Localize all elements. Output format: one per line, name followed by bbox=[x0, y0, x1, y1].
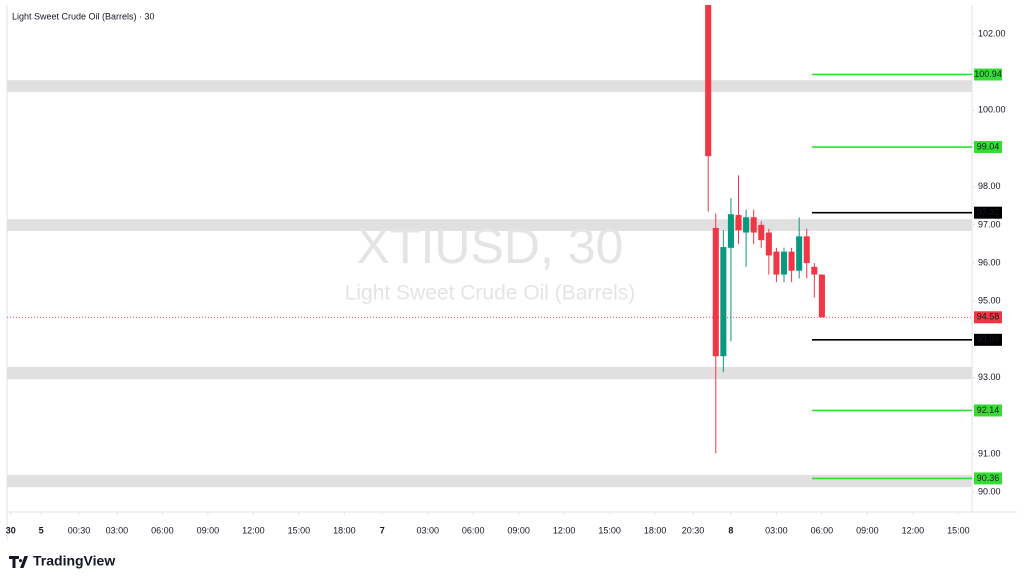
candle bbox=[803, 228, 810, 279]
x-tick-label: 5 bbox=[39, 525, 44, 535]
candle bbox=[712, 213, 719, 454]
level-box bbox=[974, 333, 1002, 346]
candle-body bbox=[803, 236, 810, 264]
candle bbox=[720, 230, 727, 373]
x-tick-label: 03:00 bbox=[765, 525, 788, 535]
level-label: 97.32 bbox=[977, 207, 1000, 217]
x-tick-label: 06:00 bbox=[151, 525, 174, 535]
candle-body bbox=[750, 217, 757, 233]
level-label: 90.36 bbox=[977, 473, 1000, 483]
brand: TradingView bbox=[33, 553, 115, 569]
x-tick-label: 18:00 bbox=[644, 525, 667, 535]
candle-body bbox=[765, 232, 772, 256]
level-label: 93.99 bbox=[977, 334, 1000, 344]
candle bbox=[773, 247, 780, 283]
candle bbox=[818, 274, 825, 318]
level-label: 100.94 bbox=[974, 69, 1002, 79]
x-tick-label: 15:00 bbox=[947, 525, 970, 535]
candle bbox=[788, 247, 795, 283]
candle bbox=[758, 221, 765, 248]
candle-body bbox=[705, 5, 712, 157]
y-tick-label: 91.00 bbox=[978, 448, 1001, 458]
watermark-name: Light Sweet Crude Oil (Barrels) bbox=[345, 282, 636, 305]
level-box bbox=[974, 68, 1002, 81]
zone bbox=[7, 366, 972, 380]
x-tick-label: 09:00 bbox=[507, 525, 530, 535]
candle-body bbox=[735, 214, 742, 231]
candle bbox=[811, 263, 818, 298]
y-tick-label: 98.00 bbox=[978, 181, 1001, 191]
zone bbox=[7, 80, 972, 93]
candle-body bbox=[743, 217, 750, 233]
level-label: 92.14 bbox=[977, 405, 1000, 415]
y-tick-label: 96.00 bbox=[978, 257, 1001, 267]
y-tick-label: 93.00 bbox=[978, 372, 1001, 382]
y-tick-label: 102.00 bbox=[978, 28, 1006, 38]
x-tick-label: 03:00 bbox=[106, 525, 129, 535]
zone bbox=[7, 474, 972, 488]
candle-body bbox=[712, 227, 719, 357]
level-box bbox=[974, 472, 1002, 485]
x-tick-label: 15:00 bbox=[288, 525, 311, 535]
candle bbox=[780, 247, 788, 283]
x-tick-label: 7 bbox=[380, 525, 385, 535]
level-box bbox=[974, 404, 1002, 417]
x-tick-label: 09:00 bbox=[856, 525, 879, 535]
candle-body bbox=[780, 251, 788, 275]
candle bbox=[743, 209, 750, 267]
y-tick-label: 95.00 bbox=[978, 296, 1001, 306]
level-box bbox=[974, 141, 1002, 154]
x-tick-label: 30 bbox=[6, 525, 16, 535]
candle-body bbox=[818, 274, 825, 318]
x-tick-label: 09:00 bbox=[197, 525, 220, 535]
candle bbox=[735, 175, 742, 244]
level-label: 99.04 bbox=[977, 141, 1000, 151]
x-tick-label: 20:30 bbox=[682, 525, 705, 535]
x-tick-label: 12:00 bbox=[242, 525, 265, 535]
zone bbox=[7, 219, 972, 232]
candle-body bbox=[773, 251, 780, 275]
x-tick-label: 12:00 bbox=[553, 525, 576, 535]
y-tick-label: 100.00 bbox=[978, 105, 1006, 115]
zones bbox=[7, 80, 972, 488]
candle-body bbox=[720, 247, 727, 357]
candle-body bbox=[788, 251, 795, 271]
last-price-box bbox=[974, 311, 1002, 324]
watermark-symbol: XTIUSD, 30 bbox=[357, 218, 624, 274]
x-tick-label: 15:00 bbox=[598, 525, 621, 535]
candle-body bbox=[758, 224, 765, 241]
x-tick-label: 06:00 bbox=[462, 525, 485, 535]
x-tick-label: 03:00 bbox=[416, 525, 439, 535]
y-tick-label: 97.00 bbox=[978, 219, 1001, 229]
last-price-label: 94.58 bbox=[977, 312, 1000, 322]
logo: TradingView bbox=[9, 553, 115, 569]
x-tick-label: 12:00 bbox=[902, 525, 925, 535]
chart-title: Light Sweet Crude Oil (Barrels) · 30 bbox=[12, 11, 155, 21]
candle bbox=[796, 217, 803, 279]
candle-body bbox=[796, 236, 803, 271]
x-tick-label: 06:00 bbox=[811, 525, 834, 535]
candle-body bbox=[811, 266, 818, 275]
x-tick-label: 8 bbox=[728, 525, 733, 535]
x-tick-label: 00:30 bbox=[68, 525, 91, 535]
x-tick-label: 18:00 bbox=[333, 525, 356, 535]
y-tick-label: 90.00 bbox=[978, 487, 1001, 497]
candle bbox=[765, 228, 772, 275]
candle-body bbox=[727, 214, 734, 248]
level-box bbox=[974, 206, 1002, 219]
candle bbox=[750, 209, 757, 244]
candles bbox=[705, 5, 825, 454]
logo-icon bbox=[9, 556, 28, 568]
candle bbox=[705, 5, 712, 212]
